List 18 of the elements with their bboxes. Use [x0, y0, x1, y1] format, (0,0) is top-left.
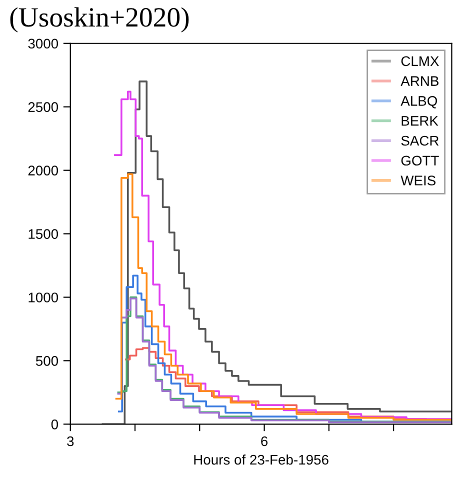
y-tick-label: 1000 — [28, 292, 58, 302]
legend-label: WEIS — [400, 176, 436, 186]
text: (Usoskin+2020) — [10, 7, 189, 32]
legend-label: BERK — [402, 116, 438, 126]
x-axis-title: Hours of 23-Feb-1956 — [194, 454, 328, 465]
x-tick-label: 3 — [67, 436, 74, 446]
legend-label: SACR — [401, 136, 439, 146]
y-tick-label: 2000 — [28, 166, 58, 176]
y-tick-label: 1500 — [28, 229, 58, 239]
legend-label: GOTT — [401, 156, 439, 166]
legend-label: ARNB — [400, 76, 438, 86]
y-tick-label: 3000 — [28, 38, 58, 49]
legend-label: ALBQ — [400, 96, 438, 108]
legend-label: CLMX — [401, 56, 439, 66]
y-tick-label: 0 — [51, 419, 58, 430]
y-tick-label: 2500 — [28, 102, 58, 112]
y-tick-label: 500 — [36, 356, 58, 366]
x-tick-label: 6 — [261, 436, 268, 446]
